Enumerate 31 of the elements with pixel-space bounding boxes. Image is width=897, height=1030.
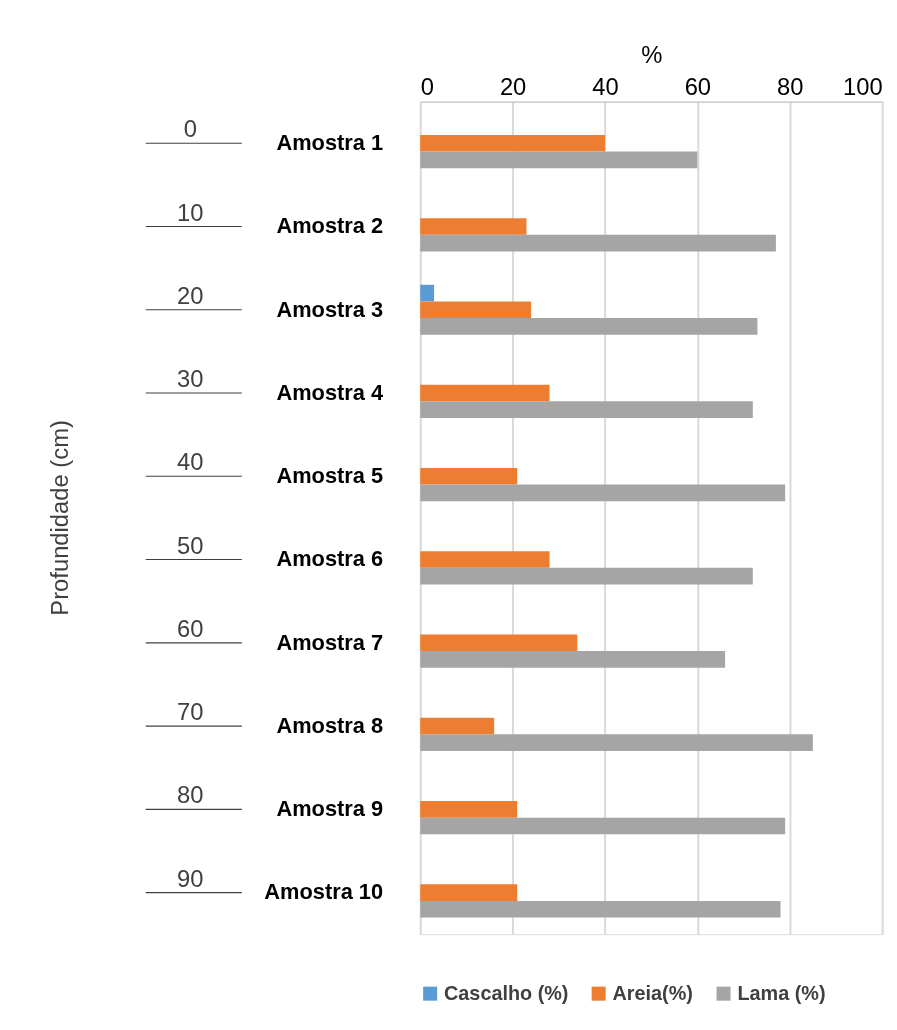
x-tick-label: 0 bbox=[420, 73, 434, 101]
y-tick-label: Amostra 4 bbox=[276, 379, 384, 405]
text: 50 bbox=[177, 531, 204, 559]
text: 30 bbox=[177, 365, 204, 393]
text: 70 bbox=[177, 698, 204, 726]
y-tick-label: Amostra 8 bbox=[276, 712, 384, 738]
y-tick-label: Amostra 6 bbox=[276, 546, 384, 572]
y-tick-label: Amostra 9 bbox=[276, 796, 384, 822]
text: 0 bbox=[183, 115, 197, 143]
text: 90 bbox=[177, 864, 204, 892]
text: 60 bbox=[177, 614, 204, 642]
y-tick-label: Amostra 1 bbox=[276, 130, 384, 156]
legend-label: Areia(%) bbox=[612, 981, 693, 1004]
legend-label: Cascalho (%) bbox=[444, 981, 569, 1004]
x-tick-label: 80 bbox=[777, 73, 804, 101]
y-tick-label: Amostra 7 bbox=[276, 629, 384, 655]
text: 40 bbox=[177, 448, 204, 476]
x-tick-label: 20 bbox=[499, 73, 527, 101]
text: 20 bbox=[177, 281, 204, 309]
legend-label: Lama (%) bbox=[737, 981, 826, 1004]
text: Profundidade (cm) bbox=[46, 420, 74, 616]
x-tick-label: 100 bbox=[842, 73, 883, 101]
text: 80 bbox=[177, 781, 204, 809]
x-tick-label: 60 bbox=[684, 73, 712, 101]
x-tick-label: 40 bbox=[592, 73, 619, 101]
y-tick-label: Amostra 2 bbox=[276, 213, 384, 239]
y-tick-label: Amostra 5 bbox=[276, 463, 384, 489]
text: 10 bbox=[177, 198, 204, 226]
y-tick-label: Amostra 3 bbox=[276, 296, 384, 322]
y-tick-label: Amostra 10 bbox=[264, 879, 384, 905]
x-axis-title: % bbox=[641, 41, 663, 69]
